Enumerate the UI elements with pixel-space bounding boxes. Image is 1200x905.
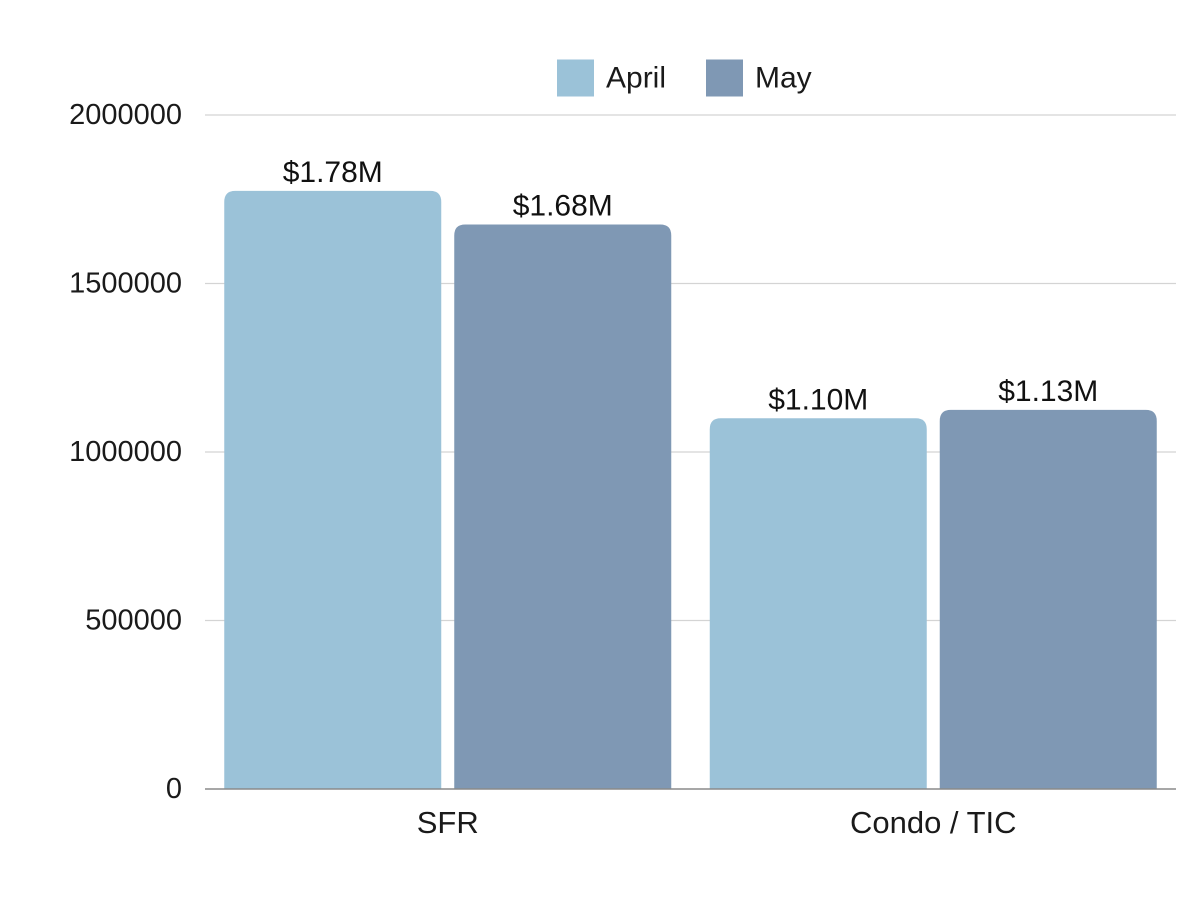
bars (224, 190, 1157, 789)
y-tick-label: 500000 (85, 605, 182, 637)
legend-swatch-may (706, 59, 743, 97)
data-label: $1.78M (283, 156, 383, 189)
x-tick-label: Condo / TIC (850, 805, 1017, 840)
data-label: $1.13M (998, 375, 1098, 408)
y-tick-label: 1500000 (69, 268, 182, 300)
legend: April May (557, 59, 812, 97)
bar-april-0 (224, 190, 442, 789)
bar-april-1 (709, 418, 927, 789)
bar-may-1 (939, 409, 1157, 789)
legend-label: May (755, 62, 812, 95)
y-tick-label: 1000000 (69, 436, 182, 468)
y-tick-label: 2000000 (69, 99, 182, 131)
legend-swatch-april (557, 59, 594, 97)
bar-may-0 (454, 224, 672, 789)
x-tick-label: SFR (417, 805, 479, 840)
labels: 0 500000 1000000 1500000 2000000 $1.78M $1.68M… (69, 99, 1098, 840)
data-label: $1.68M (513, 190, 613, 223)
data-label: $1.10M (768, 383, 868, 416)
y-tick-label: 0 (166, 773, 182, 805)
legend-label: April (606, 62, 666, 95)
